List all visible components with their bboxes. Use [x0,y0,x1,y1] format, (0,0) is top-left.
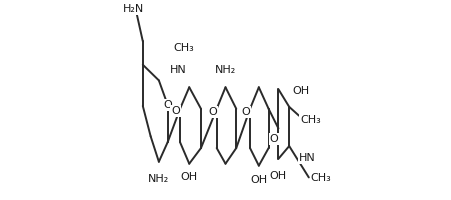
Text: O: O [171,106,180,116]
Text: CH₃: CH₃ [311,173,331,183]
Text: O: O [270,134,278,144]
Text: O: O [208,107,216,117]
Text: OH: OH [292,86,309,96]
Text: HN: HN [170,65,186,75]
Text: CH₃: CH₃ [300,115,321,125]
Text: O: O [163,100,172,110]
Text: OH: OH [270,171,287,181]
Text: OH: OH [181,172,198,182]
Text: NH₂: NH₂ [215,65,236,75]
Text: NH₂: NH₂ [148,174,170,184]
Text: CH₃: CH₃ [173,43,194,53]
Text: OH: OH [250,175,267,185]
Text: H₂N: H₂N [123,4,145,14]
Text: HN: HN [299,153,316,163]
Text: O: O [241,107,250,117]
